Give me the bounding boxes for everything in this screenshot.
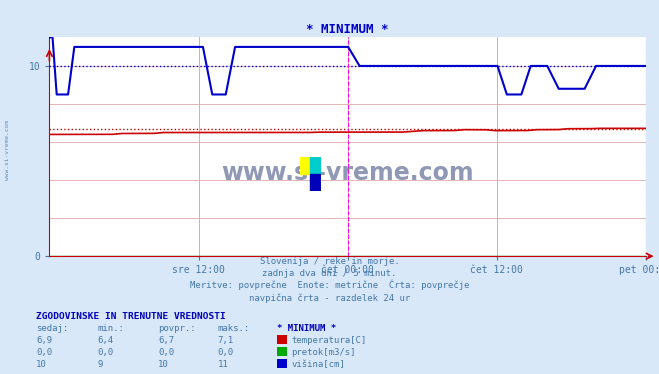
Text: min.:: min.:: [98, 324, 125, 333]
Text: 6,7: 6,7: [158, 336, 174, 345]
Text: 0,0: 0,0: [158, 348, 174, 357]
Text: 6,4: 6,4: [98, 336, 113, 345]
Bar: [310, 157, 321, 174]
Text: pretok[m3/s]: pretok[m3/s]: [291, 348, 356, 357]
Text: 9: 9: [98, 360, 103, 369]
Text: zadnja dva dni / 5 minut.: zadnja dva dni / 5 minut.: [262, 269, 397, 278]
Text: 0,0: 0,0: [36, 348, 52, 357]
Text: maks.:: maks.:: [217, 324, 250, 333]
Bar: [300, 157, 310, 174]
Text: www.si-vreme.com: www.si-vreme.com: [221, 161, 474, 185]
Text: ZGODOVINSKE IN TRENUTNE VREDNOSTI: ZGODOVINSKE IN TRENUTNE VREDNOSTI: [36, 312, 226, 321]
Text: višina[cm]: višina[cm]: [291, 360, 345, 369]
Text: www.si-vreme.com: www.si-vreme.com: [5, 120, 11, 180]
Title: * MINIMUM *: * MINIMUM *: [306, 23, 389, 36]
Text: Meritve: povprečne  Enote: metrične  Črta: povprečje: Meritve: povprečne Enote: metrične Črta:…: [190, 280, 469, 290]
Text: 7,1: 7,1: [217, 336, 233, 345]
Text: 6,9: 6,9: [36, 336, 52, 345]
Text: 11: 11: [217, 360, 228, 369]
Text: navpična črta - razdelek 24 ur: navpična črta - razdelek 24 ur: [249, 293, 410, 303]
Text: 0,0: 0,0: [98, 348, 113, 357]
Text: sedaj:: sedaj:: [36, 324, 69, 333]
Text: * MINIMUM *: * MINIMUM *: [277, 324, 336, 333]
Text: povpr.:: povpr.:: [158, 324, 196, 333]
Text: Slovenija / reke in morje.: Slovenija / reke in morje.: [260, 257, 399, 266]
Text: 10: 10: [158, 360, 169, 369]
Text: temperatura[C]: temperatura[C]: [291, 336, 366, 345]
Text: 0,0: 0,0: [217, 348, 233, 357]
Text: 10: 10: [36, 360, 47, 369]
Bar: [310, 174, 321, 191]
